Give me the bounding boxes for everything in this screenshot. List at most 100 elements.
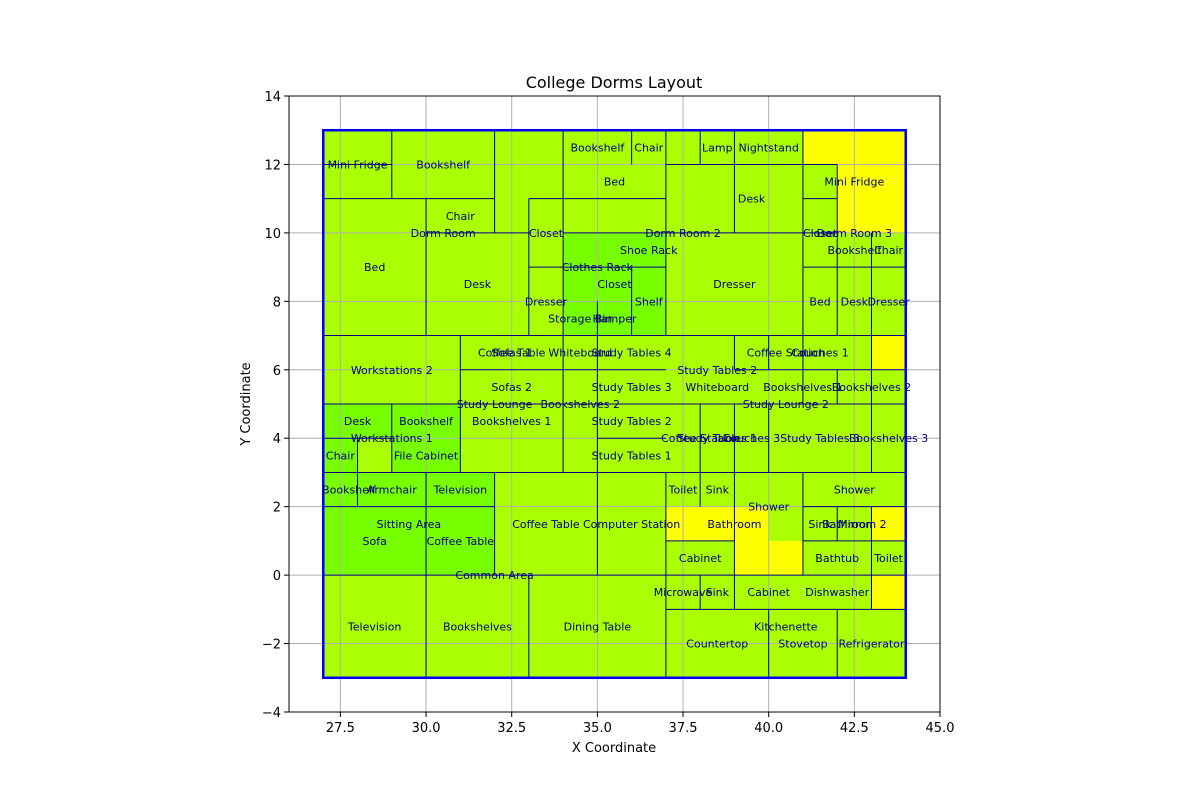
room-label: Bed [364, 261, 385, 274]
room-label: Dresser [713, 278, 756, 291]
x-tick-label: 37.5 [669, 721, 698, 736]
room-label: Mini Fridge [824, 176, 884, 189]
room-label: Shoe Rack [620, 244, 678, 257]
room-label: Chair [874, 244, 903, 257]
y-tick-label: 12 [264, 158, 281, 173]
room-label: Countertop [686, 638, 748, 651]
room-label: Closet [529, 227, 564, 240]
room-label: Study Lounge 2 [743, 398, 829, 411]
room-label: Dorm Room 2 [645, 227, 721, 240]
room-label: Chair [326, 449, 355, 462]
area-rect [837, 130, 906, 233]
chart-title: College Dorms Layout [526, 73, 703, 92]
room-label: Lamp [702, 141, 733, 154]
room-label: Study Tables 2 [677, 364, 757, 377]
area-rect [323, 575, 666, 678]
room-label: Bed [604, 176, 625, 189]
room-label: Sofa [362, 535, 386, 548]
room-label: Refrigerator [838, 638, 904, 651]
room-label: Bookshelf [399, 415, 454, 428]
room-label: Nightstand [739, 141, 799, 154]
room-label: Bookshelf [827, 244, 882, 257]
room-label: Shelf [635, 295, 664, 308]
room-label: Sink [706, 586, 730, 599]
room-label: Desk [464, 278, 492, 291]
area-rect [871, 506, 906, 541]
room-label: Workstations 1 [351, 432, 433, 445]
room-label: Study Tables 1 [592, 449, 672, 462]
room-label: Kitchenette [754, 620, 818, 633]
area-rect [323, 472, 495, 576]
y-tick-label: −2 [262, 638, 281, 653]
room-label: Clothes Rack [562, 261, 634, 274]
room-label: Mini Fridge [328, 158, 388, 171]
room-label: Armchair [367, 484, 417, 497]
axes-frame [288, 95, 941, 713]
room-label: Bookshelves 3 [849, 432, 928, 445]
room-label: Shower [834, 484, 875, 497]
room-label: Television [347, 620, 402, 633]
room-label: Sofas 2 [491, 381, 532, 394]
x-tick-label: 45.0 [926, 721, 955, 736]
room-label: Sofas 1 [491, 347, 532, 360]
room-label: Bookshelf [416, 158, 471, 171]
room-label: Bookshelf [322, 484, 377, 497]
room-label: Desk [738, 193, 766, 206]
room-label: Sink [808, 518, 832, 531]
y-axis: −4 −2 0 2 4 6 8 10 12 14 [262, 90, 289, 721]
room-label: Study Tables 1 [677, 432, 757, 445]
room-label: Bookshelves 1 [472, 415, 551, 428]
y-tick-label: 4 [273, 432, 281, 447]
room-label: Study Tables 4 [592, 347, 672, 360]
room-label: Whiteboard [548, 347, 612, 360]
room-label: Desk [344, 415, 372, 428]
x-tick-label: 27.5 [326, 721, 355, 736]
room-label: Dining Table [564, 620, 632, 633]
room-label: Television [433, 484, 488, 497]
room-label: Storage Bin [548, 312, 612, 325]
area-rect [426, 198, 495, 233]
y-tick-label: 2 [273, 501, 281, 516]
room-label: Dorm Room [411, 227, 476, 240]
y-tick-label: 14 [264, 90, 281, 105]
area-rect [494, 472, 666, 576]
x-tick-label: 35.0 [583, 721, 612, 736]
room-label: Dresser [525, 295, 568, 308]
room-label: Bathtub [815, 552, 859, 565]
room-label: File Cabinet [394, 449, 459, 462]
room-label: Study Tables 3 [592, 381, 672, 394]
x-axis: 27.5 30.0 32.5 35.0 37.5 40.0 42.5 45.0 [326, 712, 955, 736]
room-label: Cabinet [747, 586, 790, 599]
room-label: Closet [803, 227, 838, 240]
room-label: Bookshelves [443, 620, 512, 633]
room-label: Sink [706, 484, 730, 497]
room-label: Dorm Room 3 [817, 227, 893, 240]
x-axis-label: X Coordinate [572, 741, 656, 756]
room-label: Chair [634, 141, 663, 154]
room-label: Toilet [873, 552, 903, 565]
room-label: Closet [597, 278, 632, 291]
room-label: Mirror [838, 518, 871, 531]
x-tick-label: 42.5 [840, 721, 869, 736]
room-label: Whiteboard [685, 381, 749, 394]
room-label: Microwave [654, 586, 713, 599]
y-axis-label: Y Coordinate [239, 362, 254, 446]
area-rect [323, 130, 392, 165]
room-label: Study Tables 2 [592, 415, 672, 428]
room-label: Bookshelves 2 [541, 398, 620, 411]
room-label: Couches 1 [791, 347, 848, 360]
room-label: Bathroom [707, 518, 761, 531]
y-tick-label: 0 [273, 569, 281, 584]
room-label: Coffee Station [661, 432, 739, 445]
room-label: Coffee Table [512, 518, 580, 531]
area-rect [802, 130, 838, 165]
room-label: Coffee Table [427, 535, 495, 548]
y-tick-label: 6 [273, 364, 281, 379]
y-tick-label: 8 [273, 295, 281, 310]
room-label: Chair [446, 210, 475, 223]
room-label: Toilet [668, 484, 698, 497]
room-label: Bookshelves 1 [763, 381, 842, 394]
room-label: Coffee Table [478, 347, 546, 360]
area-rect [357, 438, 392, 473]
